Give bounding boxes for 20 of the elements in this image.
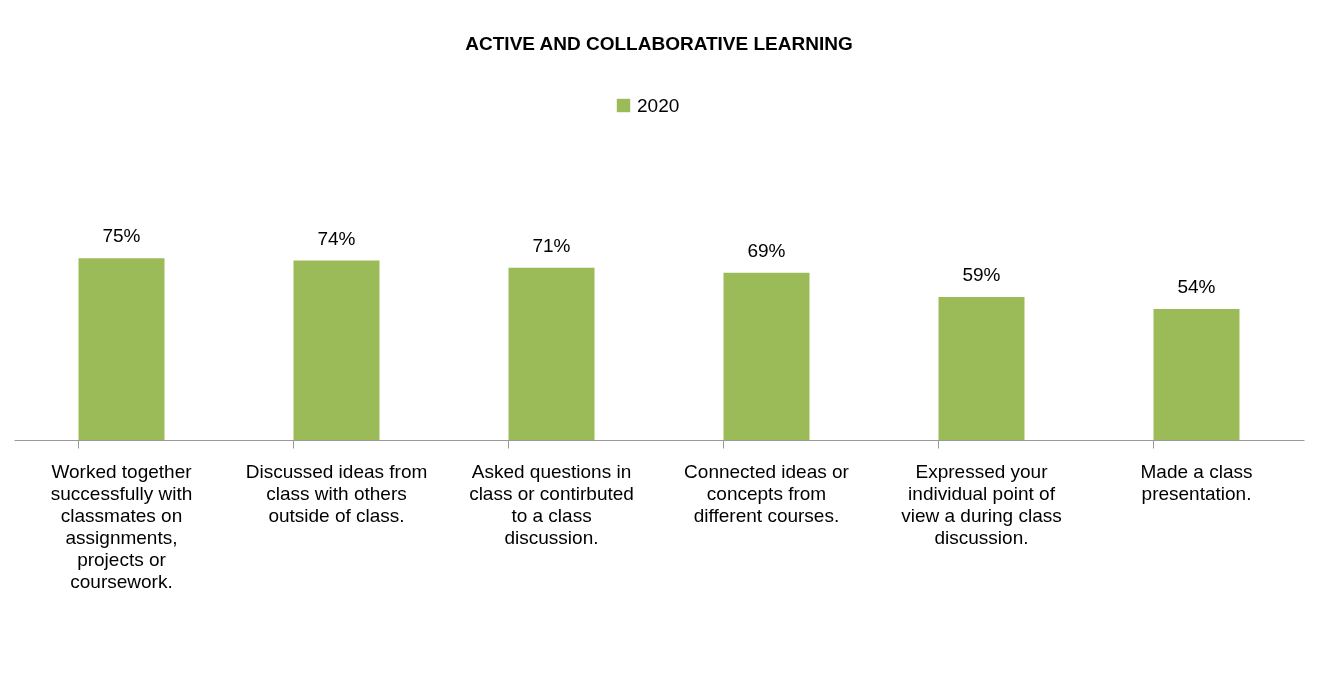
legend-label: 2020 [637, 94, 680, 116]
data-label: 71% [532, 234, 571, 256]
data-label: 75% [102, 225, 141, 247]
data-label: 74% [317, 227, 356, 249]
x-tick-label: Expressed your individual point of view a during class discussion. [901, 460, 1062, 548]
bar [938, 296, 1025, 440]
data-label: 54% [1177, 276, 1216, 298]
chart-title: ACTIVE AND COLLABORATIVE LEARNING [465, 33, 853, 54]
bar [1153, 309, 1240, 440]
bar [723, 272, 810, 440]
data-label: 69% [747, 239, 786, 261]
x-tick-label: Worked together successfully with classmates on assignments, projects or coursework. [50, 460, 193, 592]
x-tick-label: Asked questions in class or contirbuted to a class discussion. [469, 460, 634, 548]
bar [508, 267, 595, 440]
x-tick-label: Made a class presentation. [1140, 460, 1253, 504]
x-tick-label: Connected ideas or concepts from different courses. [684, 460, 850, 526]
x-tick-label: Discussed ideas from class with others outside of class. [245, 460, 428, 526]
bar [78, 258, 165, 440]
data-label: 59% [962, 263, 1001, 285]
bar [293, 260, 380, 440]
